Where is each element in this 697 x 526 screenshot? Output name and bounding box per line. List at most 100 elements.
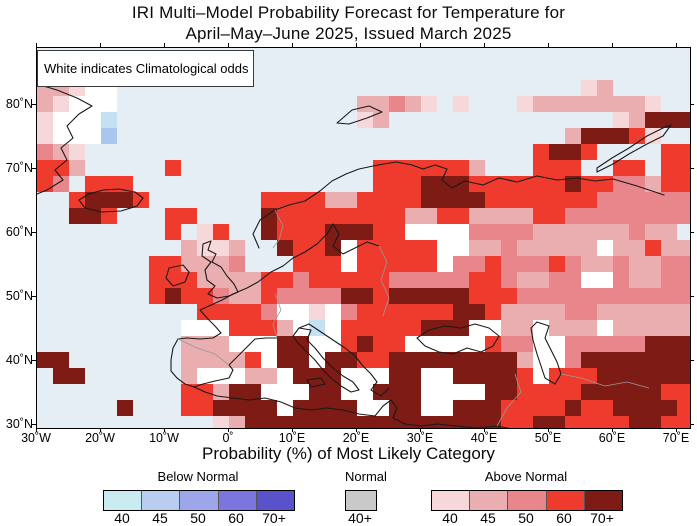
grid-cell (421, 160, 437, 176)
grid-cell (325, 208, 341, 224)
legend-tick-value: 60 (556, 510, 572, 526)
grid-cell (613, 224, 629, 240)
grid-cell (373, 256, 389, 272)
grid-cell (565, 208, 581, 224)
grid-cell (629, 208, 645, 224)
y-axis-label: 40˚N (5, 353, 33, 367)
legend-swatch (256, 491, 295, 510)
grid-cell (101, 96, 117, 112)
grid-cell (581, 336, 597, 352)
grid-cell (325, 224, 341, 240)
grid-cell (549, 224, 565, 240)
grid-cell (245, 416, 261, 428)
axis-tick (548, 43, 549, 47)
grid-cell (485, 384, 501, 400)
grid-cell (581, 240, 597, 256)
grid-cell (629, 352, 645, 368)
probability-grid-cells (37, 80, 690, 428)
grid-cell (421, 304, 437, 320)
grid-cell (309, 272, 325, 288)
grid-cell (69, 160, 85, 176)
grid-cell (69, 112, 85, 128)
climatological-note-text: White indicates Climatological odds (44, 61, 249, 76)
grid-cell (405, 176, 421, 192)
axis-tick (484, 43, 485, 47)
grid-cell (453, 160, 469, 176)
grid-cell (213, 320, 229, 336)
grid-cell (645, 192, 661, 208)
grid-cell (549, 368, 565, 384)
grid-cell (485, 336, 501, 352)
grid-cell (181, 256, 197, 272)
grid-cell (581, 304, 597, 320)
grid-cell (421, 288, 437, 304)
legend-tick-value: 45 (480, 510, 496, 526)
grid-cell (437, 320, 453, 336)
grid-cell (645, 272, 661, 288)
grid-cell (437, 160, 453, 176)
grid-cell (421, 352, 437, 368)
x-axis-label: 20˚W (85, 431, 115, 445)
grid-cell (453, 288, 469, 304)
grid-cell (165, 208, 181, 224)
grid-cell (565, 128, 581, 144)
grid-cell (485, 320, 501, 336)
grid-cell (197, 336, 213, 352)
grid-cell (341, 416, 357, 428)
grid-cell (661, 256, 677, 272)
grid-cell (485, 256, 501, 272)
grid-cell (325, 304, 341, 320)
grid-cell (117, 400, 133, 416)
grid-cell (261, 208, 277, 224)
grid-cell (581, 176, 597, 192)
grid-cell (645, 400, 661, 416)
grid-cell (389, 400, 405, 416)
grid-cell (277, 192, 293, 208)
grid-cell (53, 112, 69, 128)
grid-cell (629, 224, 645, 240)
grid-cell (677, 208, 690, 224)
grid-cell (645, 96, 661, 112)
grid-cell (277, 272, 293, 288)
grid-cell (613, 272, 629, 288)
y-axis-label: 80˚N (5, 97, 33, 111)
grid-cell (213, 288, 229, 304)
grid-cell (421, 256, 437, 272)
grid-cell (165, 224, 181, 240)
grid-cell (549, 400, 565, 416)
chart-title-line2: April–May–June 2025, Issued March 2025 (185, 24, 512, 43)
grid-cell (245, 336, 261, 352)
legend-tick-value: 40 (114, 510, 130, 526)
grid-cell (533, 320, 549, 336)
legend-tick-value: 70+ (262, 510, 286, 526)
grid-cell (437, 336, 453, 352)
grid-cell (597, 368, 613, 384)
grid-cell (501, 352, 517, 368)
axis-tick (32, 360, 36, 361)
grid-cell (581, 96, 597, 112)
grid-cell (373, 224, 389, 240)
grid-cell (277, 352, 293, 368)
legend-tick-value: 50 (190, 510, 206, 526)
grid-cell (357, 400, 373, 416)
axis-tick (420, 428, 421, 432)
grid-cell (661, 352, 677, 368)
grid-cell (405, 208, 421, 224)
grid-cell (373, 304, 389, 320)
grid-cell (53, 368, 69, 384)
grid-cell (373, 208, 389, 224)
grid-cell (405, 368, 421, 384)
grid-cell (293, 224, 309, 240)
grid-cell (597, 128, 613, 144)
grid-cell (213, 240, 229, 256)
grid-cell (501, 304, 517, 320)
grid-cell (677, 256, 690, 272)
grid-cell (517, 320, 533, 336)
grid-cell (309, 240, 325, 256)
grid-cell (421, 368, 437, 384)
grid-cell (485, 368, 501, 384)
grid-cell (229, 416, 245, 428)
grid-cell (389, 304, 405, 320)
grid-cell (613, 240, 629, 256)
grid-cell (517, 384, 533, 400)
